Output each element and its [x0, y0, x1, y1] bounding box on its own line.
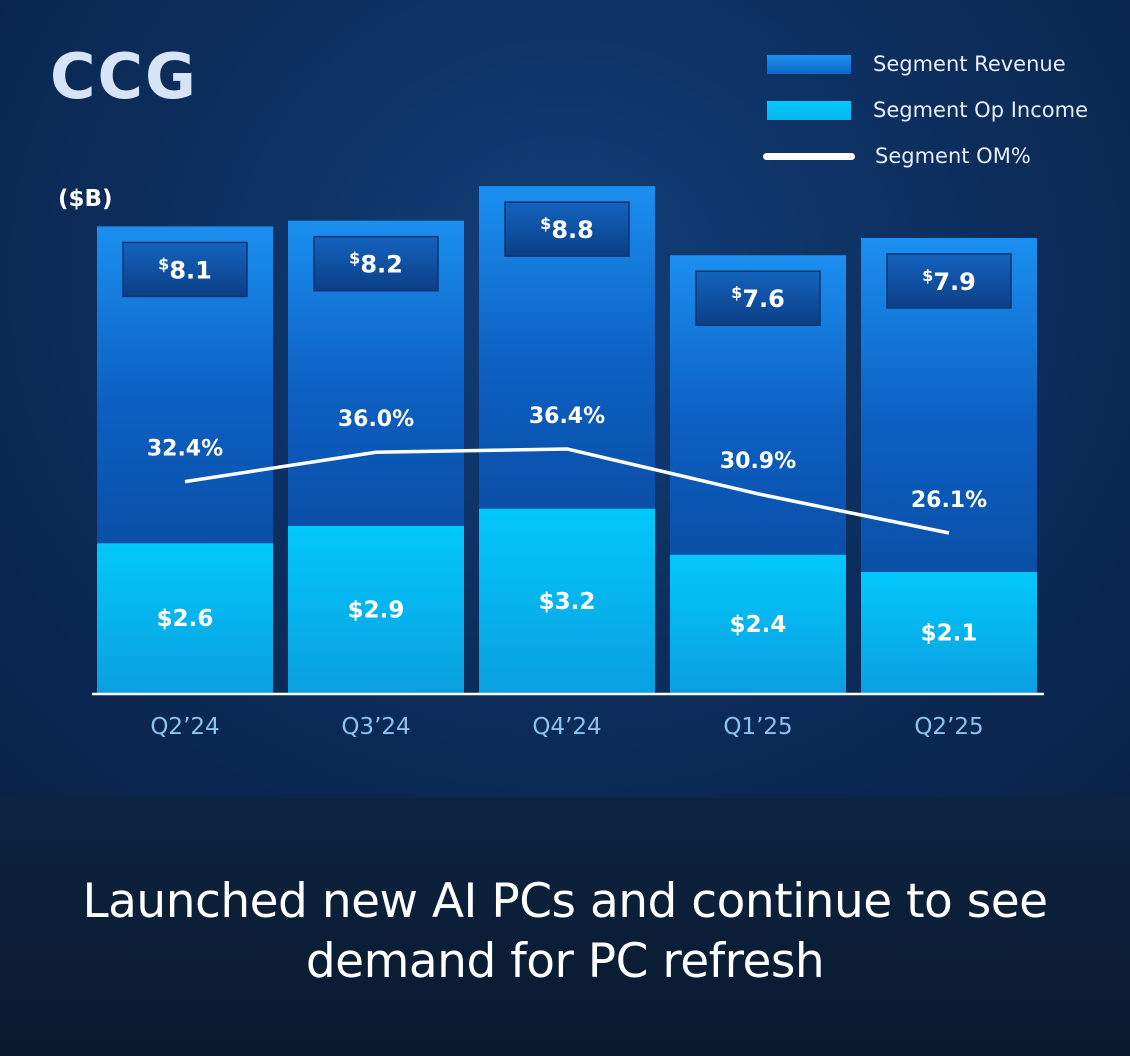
om-value-label: 36.0% [338, 407, 414, 432]
om-line-swatch [763, 152, 855, 160]
revenue-label-box [504, 201, 630, 257]
legend-label-revenue: Segment Revenue [873, 52, 1066, 76]
footer [0, 798, 1130, 1056]
om-line [184, 447, 950, 535]
om-value-label: 26.1% [911, 488, 987, 513]
om-value-label: 32.4% [147, 437, 223, 462]
x-tick-label: Q2’25 [914, 714, 983, 740]
revenue-label-box [313, 235, 439, 292]
revenue-value-label: $8.2 [349, 249, 403, 279]
op-income-value-label: $2.9 [348, 597, 405, 623]
om-value-label: 36.4% [529, 404, 605, 429]
revenue-label-box [695, 270, 821, 326]
op-income-bar [479, 508, 655, 693]
revenue-label-box [122, 241, 248, 298]
op-income-value-label: $3.2 [539, 589, 596, 615]
legend-item-revenue: Segment Revenue [767, 52, 1066, 76]
caption-line-1: Launched new AI PCs and continue to see [82, 874, 1048, 929]
revenue-swatch [767, 54, 851, 74]
x-tick-label: Q4’24 [532, 714, 601, 740]
brand-title: CCG [50, 40, 198, 113]
bar-chart: $8.1 $2.6 32.4% $8.2 $2.9 36.0% $8.8 $3.2 36.4% $… [92, 186, 1044, 740]
op-income-swatch [767, 100, 851, 120]
x-tick-label: Q1’25 [723, 714, 792, 740]
om-value-label: 30.9% [720, 449, 796, 474]
caption: Launched new AI PCs and continue to see … [40, 872, 1090, 992]
op-income-value-label: $2.4 [730, 612, 787, 638]
x-tick-label: Q3’24 [341, 714, 410, 740]
legend-item-op-income: Segment Op Income [767, 98, 1088, 122]
chart-panel: CCG ($B) Segment Revenue Segment Op Inco… [0, 0, 1130, 798]
op-income-bar [861, 572, 1037, 693]
unit-label: ($B) [58, 186, 113, 212]
legend-item-om: Segment OM% [763, 144, 1031, 168]
revenue-value-label: $7.9 [922, 266, 976, 296]
op-income-bar [670, 554, 846, 693]
caption-line-2: demand for PC refresh [305, 934, 825, 989]
op-income-value-label: $2.1 [921, 621, 978, 647]
revenue-value-label: $8.1 [158, 254, 212, 284]
legend-label-om: Segment OM% [875, 144, 1031, 168]
revenue-label-box [886, 253, 1012, 309]
op-income-bar [97, 543, 273, 693]
op-income-bar [288, 525, 464, 693]
legend-label-op-income: Segment Op Income [873, 98, 1088, 122]
revenue-value-label: $8.8 [540, 214, 594, 244]
x-tick-label: Q2’24 [150, 714, 219, 740]
revenue-value-label: $7.6 [731, 283, 785, 313]
op-income-value-label: $2.6 [157, 606, 214, 632]
